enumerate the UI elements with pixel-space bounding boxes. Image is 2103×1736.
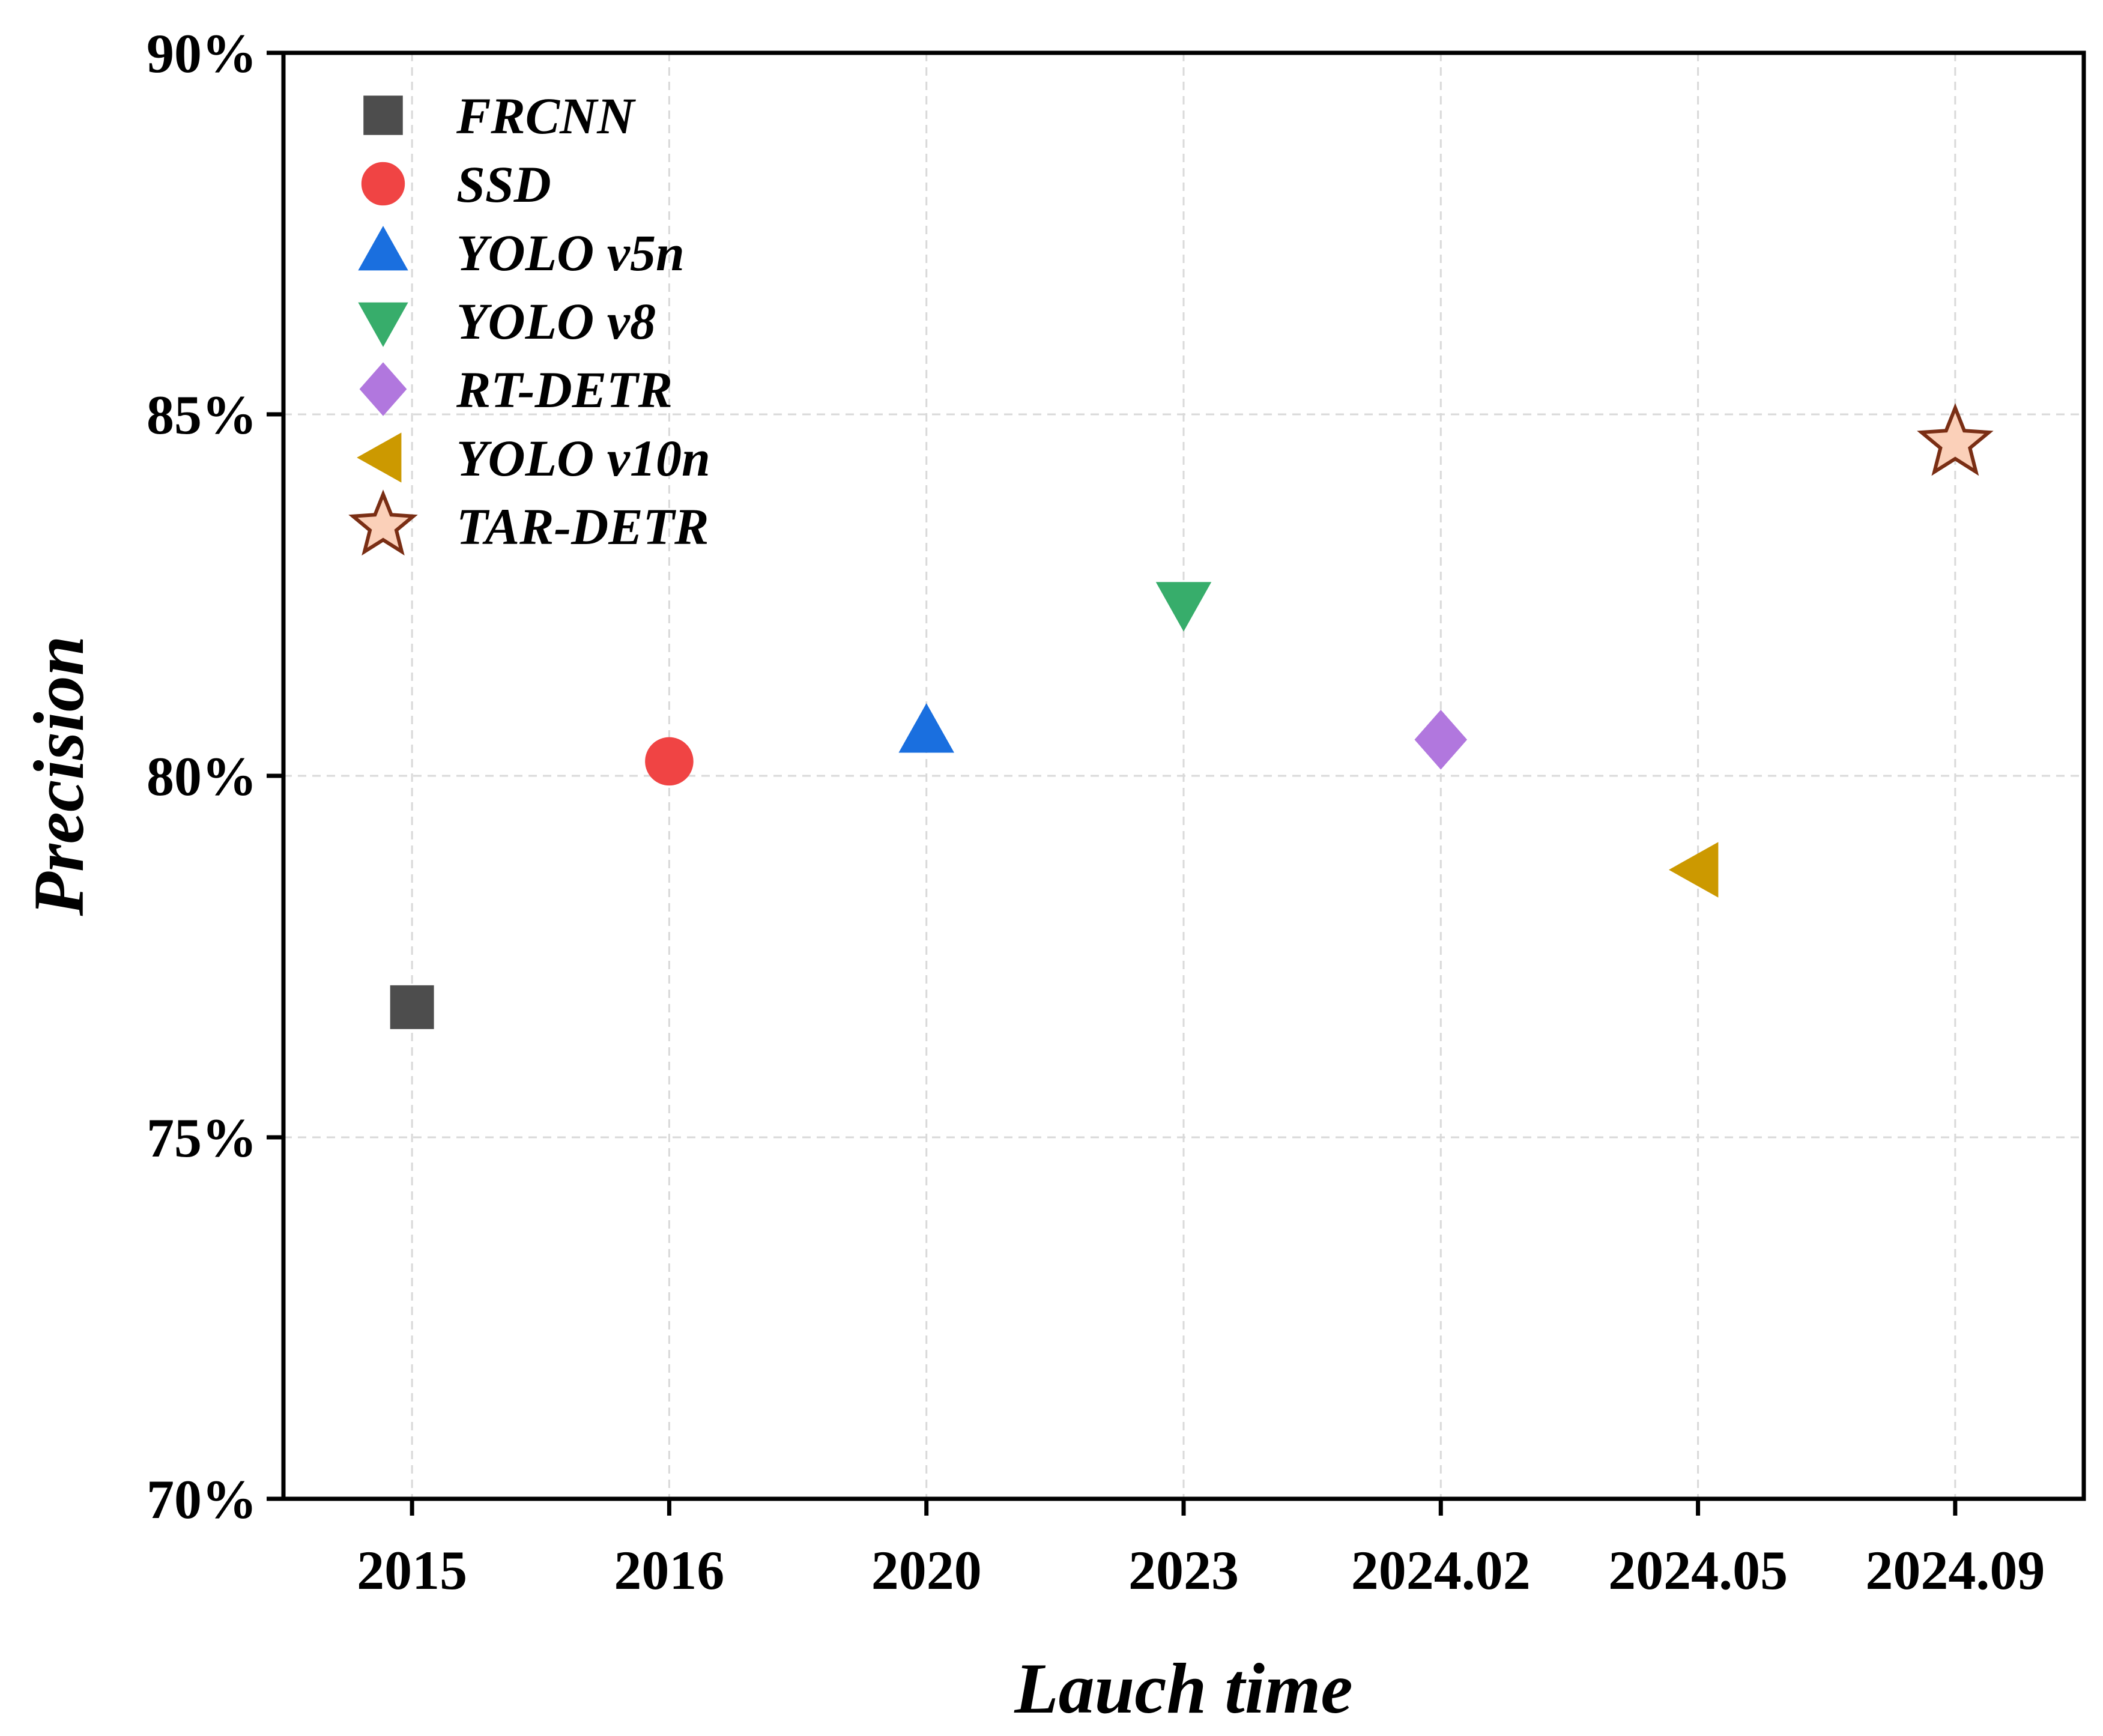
- data-point-ssd: [645, 737, 694, 786]
- data-point-yolo-v5n: [898, 703, 954, 753]
- y-tick-label: 80%: [147, 746, 257, 807]
- y-tick-label: 70%: [147, 1469, 257, 1530]
- legend-label: YOLO v10n: [456, 429, 710, 487]
- x-tick-label: 2024.09: [1865, 1540, 2045, 1601]
- y-tick-label: 85%: [147, 384, 257, 446]
- legend-marker: [357, 432, 402, 483]
- data-point-rt-detr: [1414, 710, 1468, 770]
- legend-label: SSD: [456, 156, 551, 213]
- legend-label: YOLO v5n: [456, 224, 685, 282]
- legend-marker: [361, 162, 405, 206]
- data-point-frcnn: [390, 985, 434, 1029]
- legend-marker: [359, 362, 407, 416]
- legend-marker: [358, 226, 408, 271]
- legend-marker: [363, 95, 403, 135]
- x-tick-label: 2016: [614, 1540, 724, 1601]
- data-point-yolo-v10n: [1668, 842, 1719, 898]
- x-tick-label: 2020: [871, 1540, 982, 1601]
- data-points: [390, 403, 1994, 1029]
- plot-frame: [281, 50, 2086, 1501]
- x-axis-title: Lauch time: [1014, 1648, 1352, 1728]
- y-axis-title: Precision: [19, 636, 98, 917]
- legend-label: TAR-DETR: [456, 498, 709, 555]
- x-axis: 2015 2016 2020 2023 2024.02 2024.05 2024.09: [357, 1499, 2045, 1601]
- data-point-tar-detr: [1917, 403, 1994, 476]
- legend-label: RT-DETR: [456, 361, 673, 419]
- data-point-yolo-v8: [1155, 582, 1212, 632]
- legend-marker: [358, 302, 408, 347]
- x-tick-label: 2024.05: [1608, 1540, 1788, 1601]
- y-axis: 70% 75% 80% 85% 90%: [147, 23, 283, 1530]
- x-tick-label: 2024.02: [1351, 1540, 1531, 1601]
- legend-marker: [348, 489, 418, 556]
- legend-label: YOLO v8: [456, 292, 656, 350]
- x-tick-label: 2015: [357, 1540, 467, 1601]
- legend: FRCNN SSD YOLO v5n YOLO v8 RT-DETR YOLO v10n T…: [348, 87, 710, 556]
- legend-label: FRCNN: [456, 87, 636, 145]
- x-tick-label: 2023: [1128, 1540, 1239, 1601]
- y-tick-label: 90%: [147, 23, 257, 84]
- y-tick-label: 75%: [147, 1107, 257, 1169]
